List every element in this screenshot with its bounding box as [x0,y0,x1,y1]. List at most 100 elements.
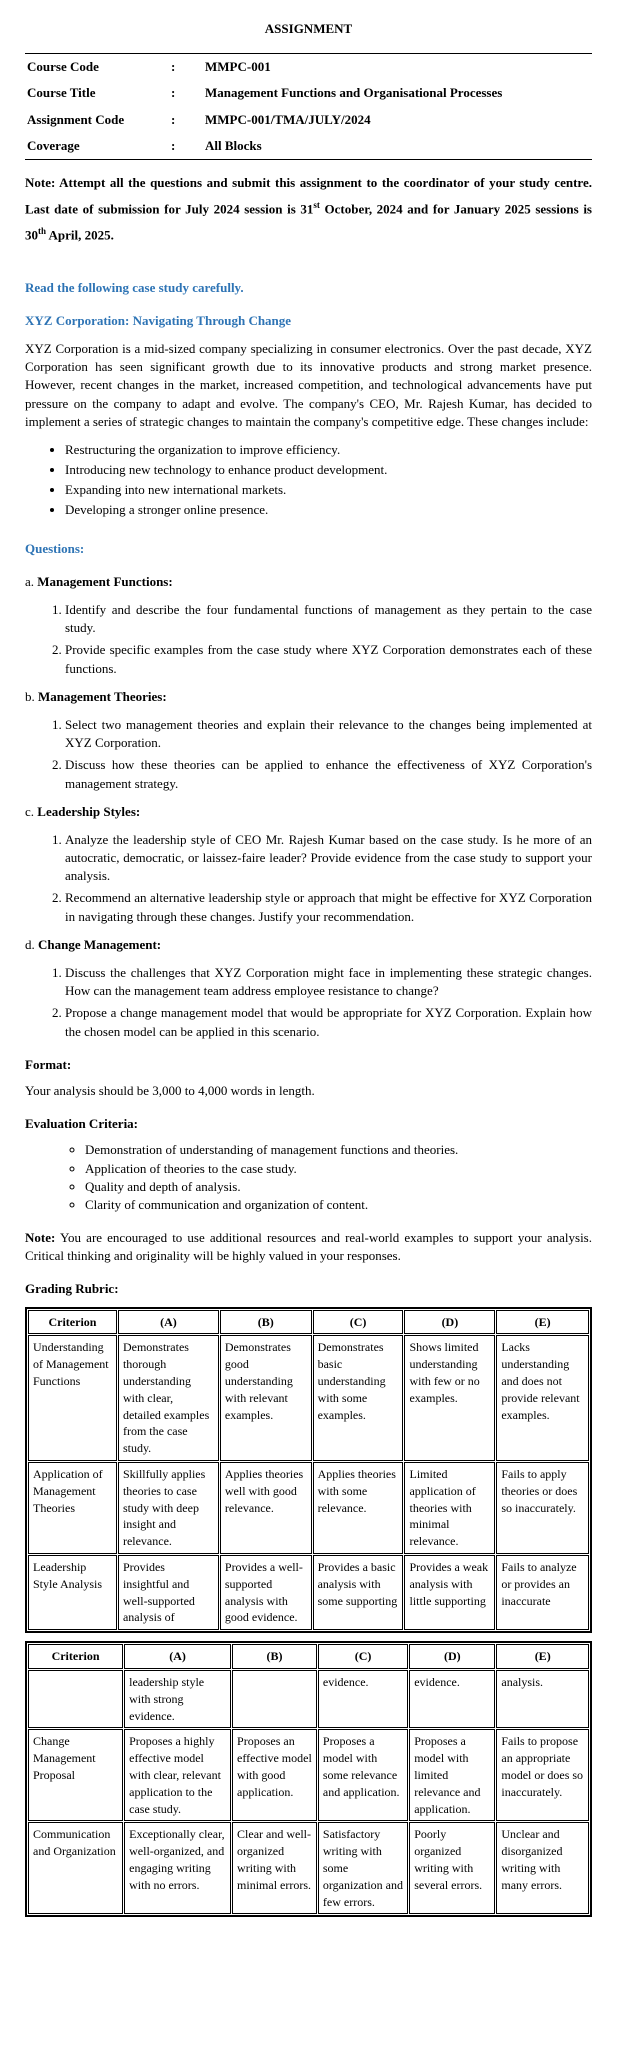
section-item: Discuss how these theories can be applie… [65,756,592,792]
eval-heading: Evaluation Criteria: [25,1115,592,1133]
rubric-cell [28,1670,123,1728]
rubric-header: (C) [313,1310,404,1335]
eval-item: Quality and depth of analysis. [85,1178,592,1196]
rubric-header: (E) [496,1644,589,1669]
info-value: Management Functions and Organisational … [203,80,592,106]
rubric-cell: Applies theories well with good relevanc… [220,1462,312,1554]
rubric-cell: Skillfully applies theories to case stud… [118,1462,219,1554]
eval-item: Clarity of communication and organizatio… [85,1196,592,1214]
info-colon: : [169,80,203,106]
rubric-header: (E) [496,1310,589,1335]
info-value: All Blocks [203,133,592,160]
rubric-cell: Unclear and disorganized writing with ma… [496,1822,589,1914]
info-label: Assignment Code [25,107,169,133]
section-item: Analyze the leadership style of CEO Mr. … [65,831,592,886]
rubric-cell: Application of Management Theories [28,1462,117,1554]
rubric-cell: Provides a basic analysis with some supp… [313,1555,404,1630]
rubric-cell: Understanding of Management Functions [28,1335,117,1461]
rubric-cell: Satisfactory writing with some organizat… [318,1822,408,1914]
change-item: Restructuring the organization to improv… [65,441,592,459]
rubric-header: (B) [220,1310,312,1335]
info-value: MMPC-001 [203,54,592,81]
submission-note: Note: Attempt all the questions and subm… [25,170,592,249]
info-colon: : [169,107,203,133]
rubric-cell: Provides a weak analysis with little sup… [404,1555,495,1630]
rubric-header: (A) [124,1644,231,1669]
section-heading: d. Change Management: [25,936,592,954]
rubric-header: (A) [118,1310,219,1335]
section-list: Select two management theories and expla… [25,716,592,793]
rubric-cell: leadership style with strong evidence. [124,1670,231,1728]
rubric-cell: Lacks understanding and does not provide… [496,1335,589,1461]
change-item: Expanding into new international markets… [65,481,592,499]
changes-list: Restructuring the organization to improv… [25,441,592,520]
info-label: Course Code [25,54,169,81]
change-item: Introducing new technology to enhance pr… [65,461,592,479]
case-title: XYZ Corporation: Navigating Through Chan… [25,312,592,330]
page-title: ASSIGNMENT [25,20,592,38]
rubric-cell: Exceptionally clear, well-organized, and… [124,1822,231,1914]
eval-item: Demonstration of understanding of manage… [85,1141,592,1159]
rubric-cell: Leadership Style Analysis [28,1555,117,1630]
rubric-cell: Demonstrates basic understanding with so… [313,1335,404,1461]
section-item: Recommend an alternative leadership styl… [65,889,592,925]
eval-item: Application of theories to the case stud… [85,1160,592,1178]
rubric-table-2: Criterion(A)(B)(C)(D)(E) leadership style… [25,1641,592,1917]
rubric-cell: Clear and well-organized writing with mi… [232,1822,317,1914]
info-colon: : [169,133,203,160]
section-item: Propose a change management model that w… [65,1004,592,1040]
rubric-cell: Applies theories with some relevance. [313,1462,404,1554]
rubric-heading: Grading Rubric: [25,1280,592,1298]
rubric-cell: Demonstrates good understanding with rel… [220,1335,312,1461]
section-heading: b. Management Theories: [25,688,592,706]
rubric-header: Criterion [28,1310,117,1335]
rubric-cell: Poorly organized writing with several er… [409,1822,495,1914]
rubric-cell [232,1670,317,1728]
rubric-cell: Provides a well-supported analysis with … [220,1555,312,1630]
info-table: Course Code:MMPC-001Course Title:Managem… [25,53,592,160]
rubric-cell: Communication and Organization [28,1822,123,1914]
rubric-cell: Limited application of theories with min… [404,1462,495,1554]
rubric-cell: evidence. [318,1670,408,1728]
section-heading: a. Management Functions: [25,573,592,591]
section-item: Identify and describe the four fundament… [65,601,592,637]
rubric-cell: Proposes a highly effective model with c… [124,1729,231,1821]
format-heading: Format: [25,1056,592,1074]
info-label: Course Title [25,80,169,106]
note2: Note: You are encouraged to use addition… [25,1229,592,1265]
rubric-cell: Change Management Proposal [28,1729,123,1821]
change-item: Developing a stronger online presence. [65,501,592,519]
rubric-table-1: Criterion(A)(B)(C)(D)(E) Understanding of… [25,1307,592,1634]
section-item: Provide specific examples from the case … [65,641,592,677]
rubric-cell: Fails to apply theories or does so inacc… [496,1462,589,1554]
rubric-header: (B) [232,1644,317,1669]
section-heading: c. Leadership Styles: [25,803,592,821]
rubric-cell: analysis. [496,1670,589,1728]
rubric-cell: Shows limited understanding with few or … [404,1335,495,1461]
rubric-header: (D) [409,1644,495,1669]
section-list: Discuss the challenges that XYZ Corporat… [25,964,592,1041]
rubric-header: (C) [318,1644,408,1669]
rubric-cell: Proposes an effective model with good ap… [232,1729,317,1821]
info-label: Coverage [25,133,169,160]
section-list: Analyze the leadership style of CEO Mr. … [25,831,592,926]
case-body: XYZ Corporation is a mid-sized company s… [25,340,592,431]
questions-heading: Questions: [25,540,592,558]
rubric-cell: Proposes a model with limited relevance … [409,1729,495,1821]
rubric-cell: Proposes a model with some relevance and… [318,1729,408,1821]
section-list: Identify and describe the four fundament… [25,601,592,678]
rubric-cell: evidence. [409,1670,495,1728]
section-item: Discuss the challenges that XYZ Corporat… [65,964,592,1000]
rubric-cell: Fails to propose an appropriate model or… [496,1729,589,1821]
format-text: Your analysis should be 3,000 to 4,000 w… [25,1082,592,1100]
info-value: MMPC-001/TMA/JULY/2024 [203,107,592,133]
info-colon: : [169,54,203,81]
rubric-cell: Demonstrates thorough understanding with… [118,1335,219,1461]
section-item: Select two management theories and expla… [65,716,592,752]
rubric-header: (D) [404,1310,495,1335]
read-heading: Read the following case study carefully. [25,279,592,297]
rubric-cell: Fails to analyze or provides an inaccura… [496,1555,589,1630]
eval-list: Demonstration of understanding of manage… [25,1141,592,1214]
rubric-header: Criterion [28,1644,123,1669]
rubric-cell: Provides insightful and well-supported a… [118,1555,219,1630]
